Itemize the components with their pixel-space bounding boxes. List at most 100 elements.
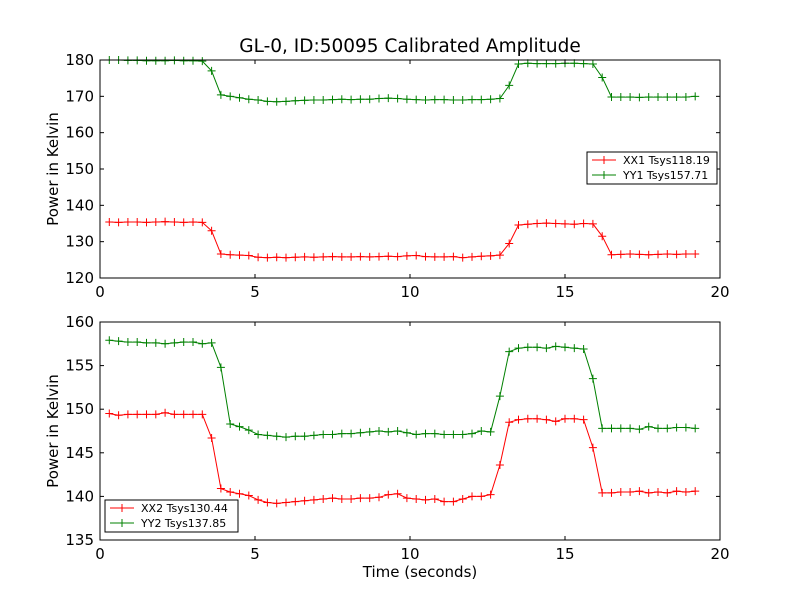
data-point bbox=[430, 429, 439, 438]
data-point bbox=[235, 489, 244, 498]
data-point bbox=[114, 218, 123, 227]
data-point bbox=[300, 496, 309, 505]
data-point bbox=[579, 415, 588, 424]
data-point bbox=[300, 96, 309, 105]
data-point bbox=[635, 250, 644, 259]
data-point bbox=[161, 217, 170, 226]
data-point bbox=[179, 56, 188, 65]
data-point bbox=[449, 430, 458, 439]
data-point bbox=[272, 499, 281, 508]
data-point bbox=[588, 59, 597, 68]
data-point bbox=[114, 337, 123, 346]
data-point bbox=[198, 410, 207, 419]
data-point bbox=[337, 95, 346, 104]
data-point bbox=[523, 414, 532, 423]
data-point bbox=[514, 220, 523, 229]
data-point bbox=[291, 432, 300, 441]
data-point bbox=[142, 338, 151, 347]
data-point bbox=[579, 59, 588, 68]
data-point bbox=[337, 495, 346, 504]
data-point bbox=[142, 218, 151, 227]
x-tick-label: 5 bbox=[250, 283, 260, 301]
data-point bbox=[458, 253, 467, 262]
data-point bbox=[226, 420, 235, 429]
y-tick-label: 145 bbox=[65, 444, 94, 462]
data-point bbox=[123, 218, 132, 227]
data-point bbox=[477, 427, 486, 435]
data-point bbox=[170, 218, 179, 227]
data-point bbox=[616, 488, 625, 497]
data-point bbox=[216, 363, 225, 372]
series-line-1 bbox=[109, 412, 696, 504]
data-point bbox=[105, 218, 114, 227]
data-point bbox=[486, 95, 495, 104]
data-point bbox=[198, 218, 207, 227]
data-point bbox=[477, 252, 486, 261]
data-point bbox=[254, 495, 263, 504]
data-point bbox=[421, 252, 430, 261]
data-point bbox=[151, 338, 160, 347]
data-point bbox=[588, 443, 597, 452]
data-point bbox=[663, 488, 672, 497]
data-point bbox=[644, 488, 653, 497]
legend-label: XX2 Tsys130.44 bbox=[141, 502, 228, 515]
data-point bbox=[607, 93, 616, 102]
x-tick-label: 15 bbox=[555, 545, 574, 563]
data-point bbox=[384, 94, 393, 103]
data-point bbox=[495, 392, 504, 401]
y-tick-label: 155 bbox=[65, 357, 94, 375]
data-point bbox=[598, 424, 607, 433]
data-point bbox=[607, 250, 616, 259]
data-point bbox=[412, 251, 421, 260]
data-point bbox=[291, 96, 300, 105]
legend-box bbox=[586, 151, 718, 185]
data-point bbox=[691, 487, 700, 496]
data-point bbox=[458, 495, 467, 504]
data-point bbox=[151, 218, 160, 227]
data-point bbox=[207, 338, 216, 347]
data-point bbox=[486, 490, 495, 499]
data-point bbox=[542, 59, 551, 68]
data-point bbox=[505, 347, 514, 356]
data-point bbox=[189, 218, 197, 227]
data-point bbox=[449, 497, 458, 506]
data-point bbox=[533, 414, 542, 423]
data-point bbox=[523, 59, 532, 68]
data-point bbox=[263, 97, 272, 106]
data-point bbox=[626, 424, 635, 433]
data-point bbox=[663, 250, 672, 259]
data-point bbox=[309, 95, 318, 104]
data-point bbox=[365, 95, 374, 104]
data-point bbox=[551, 219, 560, 228]
data-point bbox=[635, 487, 644, 496]
data-point bbox=[347, 429, 356, 438]
data-point bbox=[430, 95, 439, 104]
data-point bbox=[226, 250, 235, 259]
data-point bbox=[319, 495, 328, 504]
data-point bbox=[495, 461, 504, 470]
data-point bbox=[347, 495, 356, 504]
data-point bbox=[365, 252, 374, 261]
data-point bbox=[672, 250, 681, 259]
data-point bbox=[421, 429, 430, 438]
data-point bbox=[588, 219, 597, 228]
data-point bbox=[468, 95, 476, 104]
data-point bbox=[551, 342, 560, 351]
data-point bbox=[672, 93, 681, 102]
data-point bbox=[663, 424, 672, 433]
data-point bbox=[328, 95, 337, 104]
data-point bbox=[691, 92, 700, 101]
y-tick-label: 150 bbox=[65, 400, 94, 418]
data-point bbox=[561, 414, 569, 423]
legend-marker bbox=[118, 504, 126, 512]
data-point bbox=[375, 427, 383, 435]
data-point bbox=[216, 250, 225, 259]
data-point bbox=[337, 252, 346, 261]
data-point bbox=[161, 56, 170, 65]
data-point bbox=[681, 488, 690, 497]
data-point bbox=[570, 414, 579, 423]
data-point bbox=[375, 94, 383, 103]
data-point bbox=[523, 343, 532, 352]
data-point bbox=[654, 424, 662, 433]
